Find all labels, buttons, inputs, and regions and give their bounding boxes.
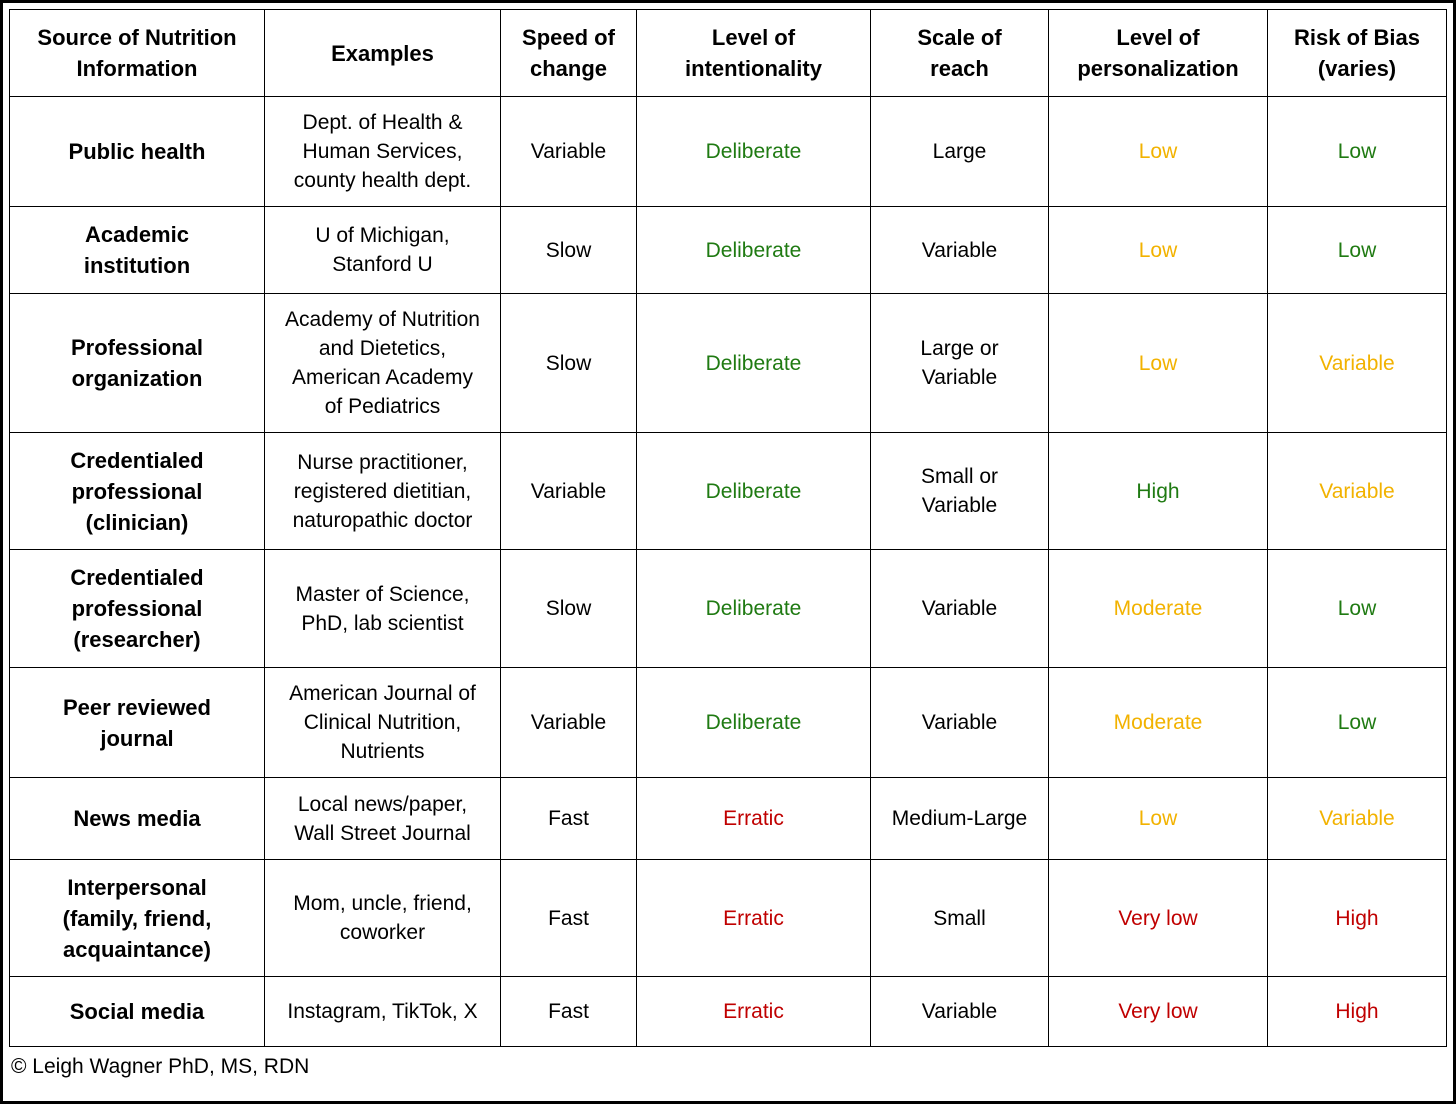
- header-row: Source of Nutrition Information Examples …: [9, 9, 1447, 97]
- row-intentionality: Deliberate: [636, 667, 871, 778]
- row-personalization: Moderate: [1048, 549, 1268, 668]
- row-speed: Variable: [500, 432, 637, 550]
- row-examples: Local news/paper, Wall Street Journal: [264, 777, 501, 860]
- row-speed: Slow: [500, 549, 637, 668]
- row-source: Academic institution: [9, 206, 265, 294]
- row-personalization: High: [1048, 432, 1268, 550]
- table-row: Social media Instagram, TikTok, X Fast E…: [9, 976, 1447, 1047]
- row-bias: High: [1267, 976, 1447, 1047]
- row-source: Peer reviewed journal: [9, 667, 265, 778]
- row-reach: Large: [870, 96, 1049, 207]
- row-bias: Low: [1267, 667, 1447, 778]
- row-source: Interpersonal (family, friend, acquaintanc…: [9, 859, 265, 977]
- row-intentionality: Erratic: [636, 859, 871, 977]
- row-examples: Master of Science, PhD, lab scientist: [264, 549, 501, 668]
- row-reach: Variable: [870, 667, 1049, 778]
- header-reach: Scale of reach: [870, 9, 1049, 97]
- table-row: Credentialed professional (researcher) Mas…: [9, 549, 1447, 668]
- row-intentionality: Deliberate: [636, 432, 871, 550]
- row-source: Credentialed professional (researcher): [9, 549, 265, 668]
- row-intentionality: Deliberate: [636, 206, 871, 294]
- table-row: Professional organization Academy of Nutr…: [9, 293, 1447, 433]
- row-source: Public health: [9, 96, 265, 207]
- header-bias: Risk of Bias (varies): [1267, 9, 1447, 97]
- row-reach: Large or Variable: [870, 293, 1049, 433]
- row-speed: Fast: [500, 777, 637, 860]
- row-speed: Slow: [500, 206, 637, 294]
- header-personalization: Level of personalization: [1048, 9, 1268, 97]
- row-examples: Dept. of Health & Human Services, county h…: [264, 96, 501, 207]
- row-intentionality: Deliberate: [636, 96, 871, 207]
- row-personalization: Moderate: [1048, 667, 1268, 778]
- row-speed: Variable: [500, 96, 637, 207]
- row-reach: Variable: [870, 549, 1049, 668]
- header-speed: Speed of change: [500, 9, 637, 97]
- row-speed: Fast: [500, 976, 637, 1047]
- row-speed: Fast: [500, 859, 637, 977]
- row-examples: Instagram, TikTok, X: [264, 976, 501, 1047]
- row-examples: Academy of Nutrition and Dietetics, Americ…: [264, 293, 501, 433]
- nutrition-sources-table: Source of Nutrition Information Examples …: [9, 9, 1447, 1047]
- table-row: Academic institution U of Michigan, Stanfo…: [9, 206, 1447, 294]
- row-bias: Low: [1267, 549, 1447, 668]
- row-source: Social media: [9, 976, 265, 1047]
- copyright-notice: © Leigh Wagner PhD, MS, RDN: [11, 1055, 310, 1078]
- row-bias: Low: [1267, 206, 1447, 294]
- row-bias: Variable: [1267, 777, 1447, 860]
- table-row: News media Local news/paper, Wall Street …: [9, 777, 1447, 860]
- row-reach: Medium-Large: [870, 777, 1049, 860]
- row-examples: Nurse practitioner, registered dietitian,…: [264, 432, 501, 550]
- row-source: Credentialed professional (clinician): [9, 432, 265, 550]
- row-speed: Variable: [500, 667, 637, 778]
- row-bias: Low: [1267, 96, 1447, 207]
- table-row: Credentialed professional (clinician) Nurs…: [9, 432, 1447, 550]
- row-personalization: Low: [1048, 293, 1268, 433]
- header-examples: Examples: [264, 9, 501, 97]
- row-bias: High: [1267, 859, 1447, 977]
- row-bias: Variable: [1267, 293, 1447, 433]
- row-reach: Small or Variable: [870, 432, 1049, 550]
- header-source: Source of Nutrition Information: [9, 9, 265, 97]
- row-reach: Variable: [870, 976, 1049, 1047]
- row-examples: American Journal of Clinical Nutrition, Nu…: [264, 667, 501, 778]
- row-intentionality: Deliberate: [636, 293, 871, 433]
- row-source: News media: [9, 777, 265, 860]
- row-personalization: Very low: [1048, 976, 1268, 1047]
- table-row: Public health Dept. of Health & Human Ser…: [9, 96, 1447, 207]
- row-reach: Variable: [870, 206, 1049, 294]
- row-reach: Small: [870, 859, 1049, 977]
- row-intentionality: Erratic: [636, 976, 871, 1047]
- row-intentionality: Deliberate: [636, 549, 871, 668]
- row-examples: U of Michigan, Stanford U: [264, 206, 501, 294]
- row-speed: Slow: [500, 293, 637, 433]
- table-row: Interpersonal (family, friend, acquaintanc…: [9, 859, 1447, 977]
- row-personalization: Low: [1048, 206, 1268, 294]
- header-intentionality: Level of intentionality: [636, 9, 871, 97]
- row-personalization: Low: [1048, 777, 1268, 860]
- table-row: Peer reviewed journal American Journal of…: [9, 667, 1447, 778]
- row-personalization: Very low: [1048, 859, 1268, 977]
- row-intentionality: Erratic: [636, 777, 871, 860]
- row-bias: Variable: [1267, 432, 1447, 550]
- row-personalization: Low: [1048, 96, 1268, 207]
- row-source: Professional organization: [9, 293, 265, 433]
- row-examples: Mom, uncle, friend, coworker: [264, 859, 501, 977]
